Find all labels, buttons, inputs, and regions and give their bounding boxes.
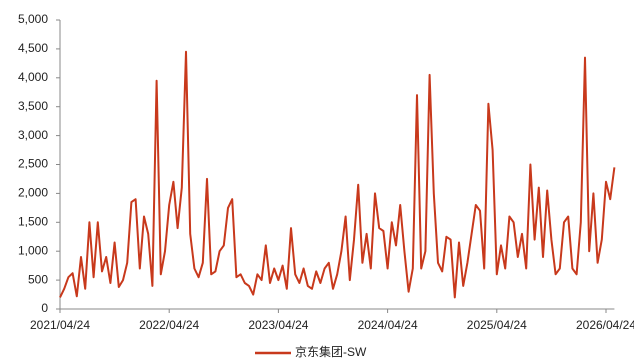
- y-tick-label: 1,500: [18, 214, 48, 228]
- y-tick-label: 4,000: [18, 70, 48, 84]
- legend-label: 京东集团-SW: [295, 344, 367, 359]
- y-tick-label: 2,000: [18, 186, 48, 200]
- x-tick-label: 2023/04/24: [248, 318, 308, 332]
- y-tick-label: 3,000: [18, 128, 48, 142]
- y-tick-label: 0: [41, 301, 48, 315]
- x-tick-label: 2022/04/24: [139, 318, 199, 332]
- y-tick-label: 5,000: [18, 12, 48, 26]
- y-tick-label: 500: [28, 272, 48, 286]
- line-series: [59, 50, 616, 299]
- x-tick-label: 2024/04/24: [358, 318, 418, 332]
- x-tick-label: 2026/04/24: [576, 318, 634, 332]
- x-tick-label: 2021/04/24: [30, 318, 90, 332]
- y-tick-label: 3,500: [18, 99, 48, 113]
- y-tick-label: 1,000: [18, 243, 48, 257]
- y-tick-label: 4,500: [18, 41, 48, 55]
- y-tick-label: 2,500: [18, 157, 48, 171]
- x-tick-label: 2025/04/24: [467, 318, 527, 332]
